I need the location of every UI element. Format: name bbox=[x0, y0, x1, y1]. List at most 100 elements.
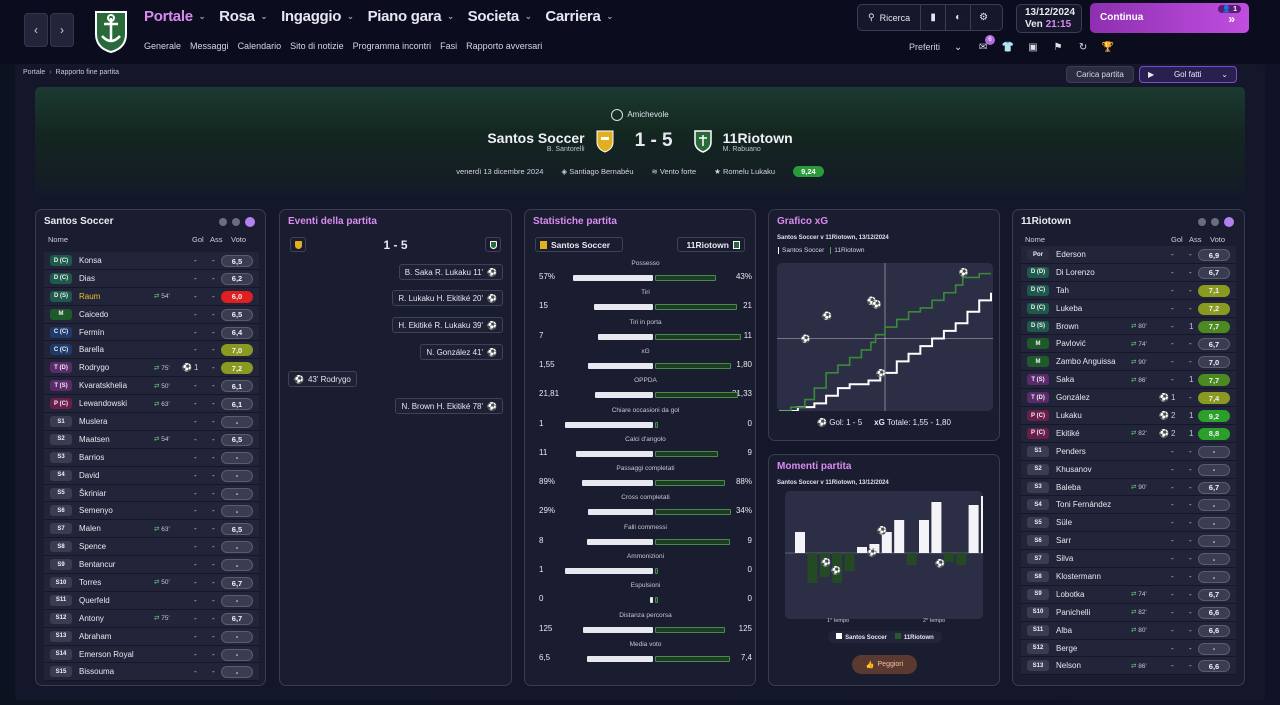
player-row[interactable]: S15 Bissouma - - - bbox=[44, 663, 259, 682]
submenu-item[interactable]: Generale bbox=[144, 41, 182, 51]
match-event[interactable]: R. Lukaku H. Ekitiké 20' ⚽ bbox=[392, 290, 503, 306]
tactics-icon[interactable]: ⚑ bbox=[1053, 41, 1063, 53]
refresh-icon[interactable]: ↻ bbox=[1078, 41, 1088, 53]
player-name[interactable]: Konsa bbox=[79, 255, 102, 265]
player-row[interactable]: S1 Muslera - - - bbox=[44, 413, 259, 431]
player-row[interactable]: S10 Panichelli ⇄ 82' - -6,6 bbox=[1021, 603, 1236, 622]
player-name[interactable]: Lukeba bbox=[1056, 303, 1083, 313]
player-name[interactable]: Lukaku bbox=[1056, 410, 1082, 420]
player-name[interactable]: Abraham bbox=[79, 631, 112, 641]
player-row[interactable]: S12 Berge - - - bbox=[1021, 639, 1236, 658]
chat-icon[interactable]: ✉ 6 bbox=[976, 35, 996, 54]
player-name[interactable]: Malen bbox=[79, 524, 101, 534]
player-row[interactable]: S14 Emerson Royal - - - bbox=[44, 645, 259, 664]
player-name[interactable]: Antony bbox=[79, 613, 104, 623]
player-name[interactable]: Alba bbox=[1056, 625, 1073, 635]
player-name[interactable]: González bbox=[1056, 393, 1090, 403]
player-name[interactable]: Di Lorenzo bbox=[1056, 267, 1095, 277]
header-goals[interactable]: Gol bbox=[192, 235, 204, 244]
player-row[interactable]: S9 Lobotka ⇄ 74' - -6,7 bbox=[1021, 585, 1236, 604]
shirt-icon[interactable]: 👕 bbox=[1001, 41, 1015, 53]
menu-item-carriera[interactable]: Carriera ⌄ bbox=[545, 8, 613, 25]
player-name[interactable]: Süle bbox=[1056, 518, 1073, 528]
player-row[interactable]: S2 Khusanov - - - bbox=[1021, 460, 1236, 479]
player-name[interactable]: Khusanov bbox=[1056, 464, 1092, 474]
player-row[interactable]: S11 Alba ⇄ 80' - -6,6 bbox=[1021, 621, 1236, 640]
view-dot-2[interactable] bbox=[232, 218, 240, 226]
player-name[interactable]: Spence bbox=[79, 542, 107, 552]
home-manager[interactable]: B. Santorelli bbox=[546, 145, 585, 153]
player-row[interactable]: T (D) González ⚽ 1 -7,4 bbox=[1021, 389, 1236, 408]
player-row[interactable]: P (C) Lukaku ⚽ 2 1 9,2 bbox=[1021, 407, 1236, 425]
match-event[interactable]: N. González 41' ⚽ bbox=[420, 344, 503, 360]
match-event[interactable]: ⚽ 43' Rodrygo bbox=[288, 371, 357, 387]
player-name[interactable]: Ederson bbox=[1056, 249, 1086, 259]
view-dot-2[interactable] bbox=[1211, 218, 1219, 226]
header-rating[interactable]: Voto bbox=[1210, 235, 1226, 244]
player-name[interactable]: Lewandowski bbox=[79, 399, 128, 409]
player-row[interactable]: S7 Malen ⇄ 63' - -6,5 bbox=[44, 520, 259, 539]
player-name[interactable]: Barrios bbox=[79, 452, 105, 462]
player-row[interactable]: S5 Süle - - - bbox=[1021, 514, 1236, 533]
submenu-item[interactable]: Rapporto avversari bbox=[466, 41, 543, 51]
view-dot-3[interactable] bbox=[1224, 217, 1234, 227]
player-row[interactable]: T (S) Kvaratskhelia ⇄ 50' - -6,1 bbox=[44, 377, 259, 396]
chevron-down-icon[interactable]: ⌄ bbox=[953, 41, 963, 53]
player-name[interactable]: Brown bbox=[1056, 321, 1079, 331]
player-name[interactable]: Ekitiké bbox=[1056, 428, 1080, 438]
submenu-item[interactable]: Messaggi bbox=[190, 41, 229, 51]
player-row[interactable]: S1 Penders - - - bbox=[1021, 442, 1236, 461]
player-name[interactable]: Fermín bbox=[79, 327, 105, 337]
back-button[interactable]: ‹ bbox=[24, 13, 48, 47]
player-name[interactable]: Dias bbox=[79, 273, 96, 283]
continue-button[interactable]: Continua 👤 1 » bbox=[1090, 3, 1249, 33]
player-row[interactable]: P (C) Lewandowski ⇄ 63' - -6,1 bbox=[44, 395, 259, 414]
player-row[interactable]: S3 Barrios - - - bbox=[44, 448, 259, 467]
player-name[interactable]: Penders bbox=[1056, 446, 1086, 456]
favorites-label[interactable]: Preferiti bbox=[909, 42, 941, 52]
goals-dropdown[interactable]: ▶ Gol fatti ⌄ bbox=[1139, 66, 1237, 83]
away-manager[interactable]: M. Rabuano bbox=[722, 145, 761, 153]
player-row[interactable]: T (S) Saka ⇄ 86' - 1 7,7 bbox=[1021, 371, 1236, 390]
menu-item-societa[interactable]: Societa ⌄ bbox=[468, 8, 532, 25]
player-name[interactable]: Tah bbox=[1056, 285, 1069, 295]
view-dot-1[interactable] bbox=[219, 218, 227, 226]
player-name[interactable]: David bbox=[79, 470, 100, 480]
menu-item-ingaggio[interactable]: Ingaggio ⌄ bbox=[281, 8, 354, 25]
player-row[interactable]: S9 Bentancur - - - bbox=[44, 556, 259, 575]
header-name[interactable]: Nome bbox=[48, 235, 69, 244]
player-row[interactable]: C (C) Barella - -7,0 bbox=[44, 341, 259, 360]
player-row[interactable]: Por Ederson - -6,9 bbox=[1021, 246, 1236, 264]
player-of-the-match[interactable]: ★ Romelu Lukaku bbox=[714, 167, 775, 176]
player-name[interactable]: Pavlović bbox=[1056, 339, 1086, 349]
player-row[interactable]: S11 Querfeld - - - bbox=[44, 591, 259, 610]
player-name[interactable]: Silva bbox=[1056, 554, 1074, 564]
player-name[interactable]: Lobotka bbox=[1056, 589, 1085, 599]
moments-legend-away[interactable]: 11Riotown bbox=[894, 633, 934, 641]
player-row[interactable]: M Zambo Anguissa ⇄ 90' - -7,0 bbox=[1021, 353, 1236, 372]
bookmark-button[interactable]: ▮ bbox=[921, 5, 947, 30]
settings-button[interactable]: ⚙ bbox=[971, 5, 996, 30]
moments-legend-home[interactable]: Santos Soccer bbox=[836, 633, 887, 641]
player-row[interactable]: S10 Torres ⇄ 50' - -6,7 bbox=[44, 574, 259, 592]
sports-button[interactable]: ◐ bbox=[946, 5, 972, 30]
player-row[interactable]: P (C) Ekitiké ⇄ 82' ⚽ 2 1 8,8 bbox=[1021, 424, 1236, 443]
player-name[interactable]: Bissouma bbox=[79, 667, 115, 677]
home-team-name[interactable]: Santos Soccer bbox=[487, 129, 585, 146]
player-row[interactable]: D (C) Tah - -7,1 bbox=[1021, 281, 1236, 300]
player-name[interactable]: Kvaratskhelia bbox=[79, 381, 128, 391]
menu-item-piano-gara[interactable]: Piano gara ⌄ bbox=[368, 8, 454, 25]
player-row[interactable]: S13 Abraham - - - bbox=[44, 627, 259, 646]
player-name[interactable]: Panichelli bbox=[1056, 607, 1091, 617]
player-name[interactable]: Zambo Anguissa bbox=[1056, 357, 1116, 367]
player-name[interactable]: Maatsen bbox=[79, 434, 110, 444]
match-event[interactable]: B. Saka R. Lukaku 11' ⚽ bbox=[398, 264, 503, 280]
player-name[interactable]: Baleba bbox=[1056, 482, 1081, 492]
submenu-item[interactable]: Programma incontri bbox=[352, 41, 432, 51]
player-row[interactable]: S5 Škriniar - - - bbox=[44, 484, 259, 503]
player-row[interactable]: S4 David - - - bbox=[44, 466, 259, 485]
away-team-name[interactable]: 11Riotown bbox=[722, 129, 793, 146]
player-name[interactable]: Barella bbox=[79, 345, 104, 355]
player-row[interactable]: D (C) Lukeba - -7,2 bbox=[1021, 299, 1236, 318]
header-assists[interactable]: Ass bbox=[1189, 235, 1202, 244]
